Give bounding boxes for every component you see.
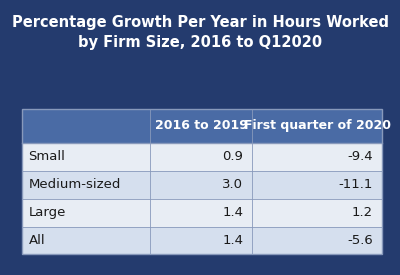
Text: 0.9: 0.9 bbox=[222, 150, 243, 163]
Bar bbox=[22, 109, 382, 143]
Text: Small: Small bbox=[28, 150, 65, 163]
Text: -11.1: -11.1 bbox=[339, 178, 373, 191]
Text: -5.6: -5.6 bbox=[347, 234, 373, 247]
Text: All: All bbox=[28, 234, 45, 247]
Text: 1.4: 1.4 bbox=[222, 206, 243, 219]
Text: 2016 to 2019: 2016 to 2019 bbox=[155, 119, 248, 132]
Text: Large: Large bbox=[28, 206, 66, 219]
Text: 1.2: 1.2 bbox=[352, 206, 373, 219]
Text: Percentage Growth Per Year in Hours Worked
by Firm Size, 2016 to Q12020: Percentage Growth Per Year in Hours Work… bbox=[12, 15, 388, 50]
Text: First quarter of 2020: First quarter of 2020 bbox=[244, 119, 391, 132]
Bar bbox=[22, 227, 382, 254]
Bar bbox=[22, 171, 382, 199]
Text: 1.4: 1.4 bbox=[222, 234, 243, 247]
Bar bbox=[22, 109, 382, 254]
Bar bbox=[22, 143, 382, 171]
Text: 3.0: 3.0 bbox=[222, 178, 243, 191]
Text: -9.4: -9.4 bbox=[347, 150, 373, 163]
Bar bbox=[22, 199, 382, 227]
Text: Medium-sized: Medium-sized bbox=[28, 178, 121, 191]
